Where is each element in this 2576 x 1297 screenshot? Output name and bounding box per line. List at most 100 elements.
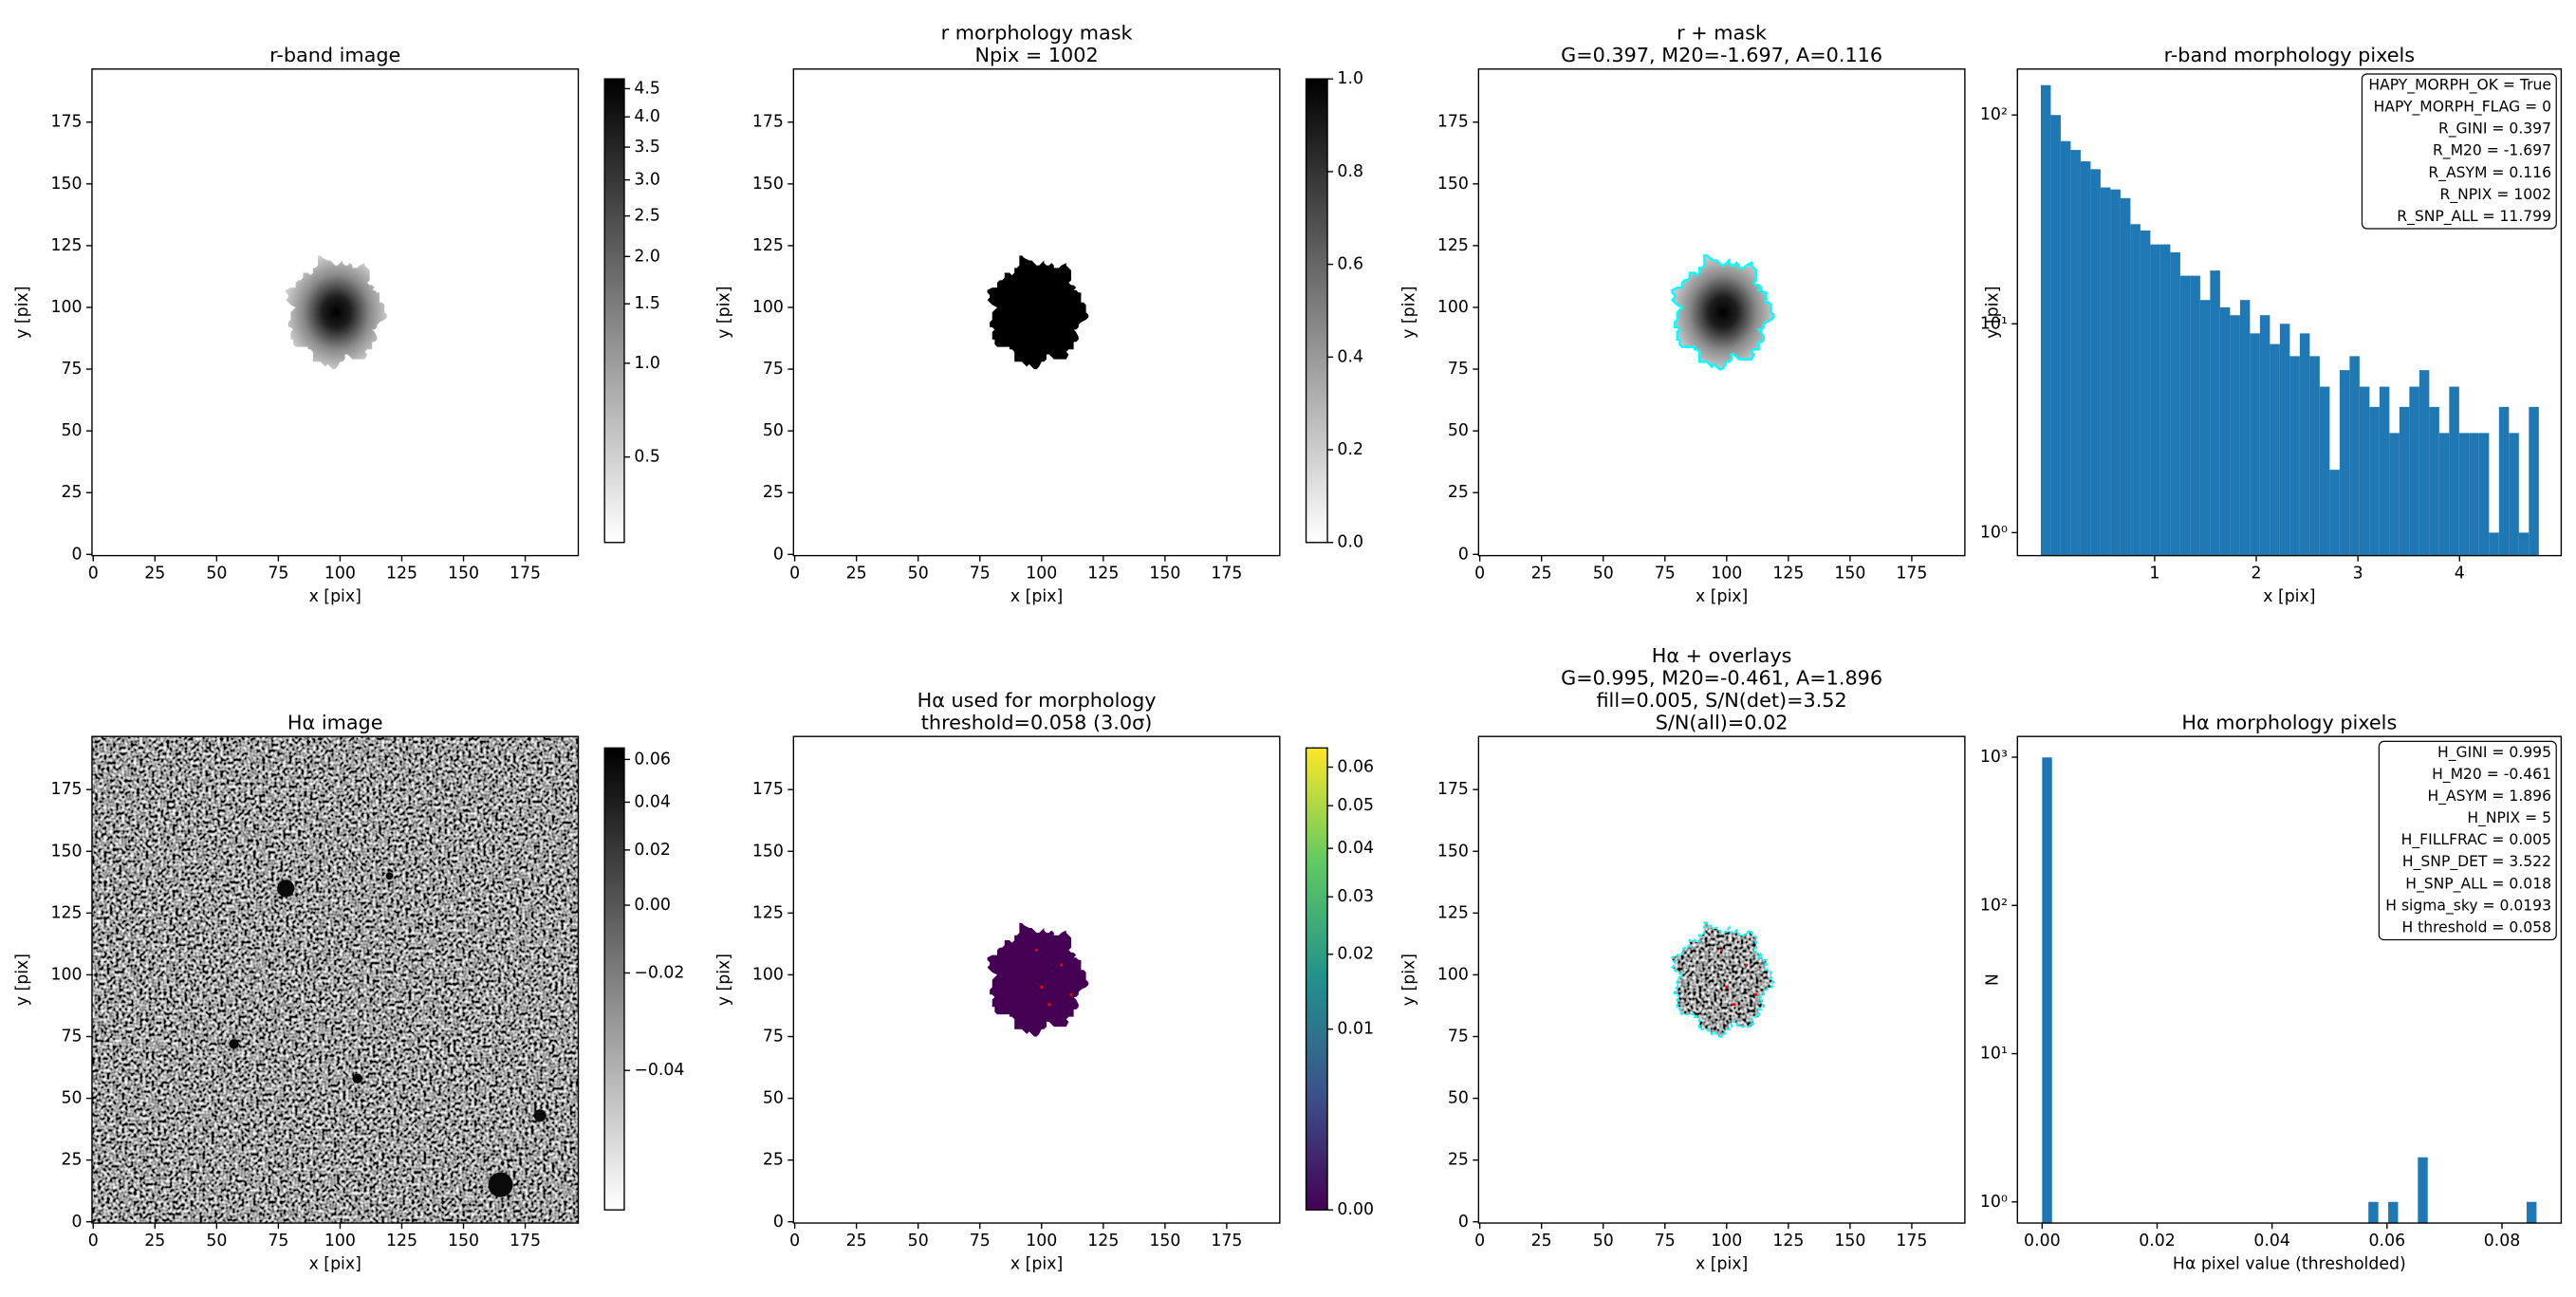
y-tick-label: 10² [1980, 896, 2008, 915]
y-tick-label: 150 [51, 842, 83, 861]
x-tick-label: 3 [2353, 565, 2363, 584]
bar [2429, 406, 2439, 556]
y-axis-label: y [pix] [715, 954, 734, 1006]
colorbar-tick-label: 3.5 [634, 138, 660, 157]
axes-frame [91, 735, 580, 1224]
panel: 0 25 50 75 100 125 150 175 0 25 50 75 100 125 150 175 x … [1400, 22, 1966, 606]
bar [2369, 406, 2380, 556]
x-tick-label: 175 [510, 1232, 541, 1251]
y-axis-label: N [1983, 973, 2002, 986]
annotation-box [2378, 740, 2557, 941]
bar [2399, 406, 2410, 556]
bar [2120, 197, 2131, 556]
x-tick-label: 100 [324, 565, 356, 584]
bar [2150, 244, 2160, 556]
x-tick-label: 150 [448, 565, 479, 584]
y-tick-label: 0 [72, 1213, 83, 1232]
colorbar-tick-label: 0.04 [1337, 839, 1374, 858]
detected-pixel [1069, 992, 1073, 996]
x-tick-label: 50 [206, 565, 227, 584]
colorbar-tick-label: 0.5 [634, 448, 660, 467]
plot-area [987, 255, 1089, 370]
x-tick-label: 50 [908, 565, 929, 584]
colorbar-tick-label: 4.5 [634, 79, 660, 98]
x-axis-label: x [pix] [309, 587, 361, 606]
y-tick-label: 25 [1448, 1151, 1469, 1170]
y-tick-label: 25 [62, 1151, 83, 1170]
annotation-line: H threshold = 0.058 [2401, 918, 2551, 936]
colorbar-tick-label: 0.02 [1337, 945, 1374, 964]
y-tick-label: 125 [1437, 236, 1469, 255]
y-tick-label: 175 [51, 780, 83, 799]
x-tick-label: 125 [1772, 1232, 1804, 1251]
annotation-line: H_ASYM = 1.896 [2427, 787, 2551, 806]
x-tick-label: 25 [144, 1232, 165, 1251]
detected-pixel [1745, 963, 1749, 967]
x-tick-label: 0.00 [2024, 1232, 2061, 1251]
colorbar-tick-label: 0.00 [1337, 1200, 1374, 1219]
y-tick-label: 100 [51, 298, 83, 317]
bar [2050, 115, 2061, 556]
bar [2130, 224, 2140, 556]
colorbar-tick-label: 0.02 [634, 841, 671, 860]
colorbar-tick-label: 0.00 [634, 896, 671, 915]
x-tick-label: 1 [2149, 565, 2159, 584]
y-tick-label: 150 [752, 175, 784, 194]
y-tick-label: 125 [752, 236, 784, 255]
y-axis-label: y [pix] [1983, 287, 2002, 339]
bar [2070, 150, 2081, 556]
bar [2199, 300, 2211, 556]
annotation-line: H_M20 = -0.461 [2432, 766, 2551, 784]
panel-title: r-band morphology pixels [2164, 44, 2415, 66]
x-tick-label: 75 [1655, 565, 1676, 584]
panel: 0 25 50 75 100 125 150 175 0 25 50 75 100 125 150 175 x … [13, 711, 684, 1273]
panel-title: r + mask [1677, 22, 1767, 45]
y-tick-label: 125 [1437, 903, 1469, 922]
panel-title: G=0.995, M20=-0.461, A=1.896 [1561, 667, 1882, 690]
axes-frame [91, 68, 580, 557]
x-tick-label: 0.02 [2139, 1232, 2176, 1251]
image-source [533, 1109, 547, 1122]
colorbar-tick-label: −0.04 [634, 1061, 684, 1080]
x-tick-label: 0.08 [2484, 1232, 2521, 1251]
y-tick-label: 25 [763, 1151, 784, 1170]
image [91, 736, 579, 1224]
y-tick-label: 100 [51, 965, 83, 984]
detected-pixel [1040, 986, 1044, 989]
x-tick-label: 150 [1149, 565, 1180, 584]
x-tick-label: 75 [268, 565, 288, 584]
annotation-line: R_GINI = 0.397 [2438, 120, 2551, 139]
colorbar-tick-label: 0.01 [1337, 1020, 1374, 1039]
mask-contour [1670, 921, 1775, 1038]
x-axis-label: x [pix] [1010, 587, 1063, 606]
bar [2339, 370, 2350, 556]
bar [2239, 300, 2251, 556]
plot-area [987, 922, 1089, 1037]
plot-area [2042, 757, 2537, 1224]
x-tick-label: 50 [206, 1232, 227, 1251]
x-tick-label: 50 [908, 1232, 929, 1251]
annotation-line: R_ASYM = 0.116 [2428, 164, 2551, 182]
y-tick-label: 150 [1437, 175, 1469, 194]
colorbar-tick-label: 0.2 [1337, 440, 1363, 459]
colorbar-tick-label: −0.02 [634, 963, 684, 982]
bar [2509, 433, 2519, 556]
detected-pixel [1720, 949, 1723, 952]
colorbar-tick-label: 3.0 [634, 171, 660, 190]
x-tick-label: 100 [1026, 1232, 1057, 1251]
bar [2159, 244, 2171, 556]
panel: 0.00 0.02 0.04 0.06 0.08 10⁰ 10¹ 10² 10³ Hα pixel… [1980, 711, 2563, 1273]
mask-contour [1670, 254, 1775, 371]
x-tick-label: 100 [1711, 565, 1742, 584]
annotation-line: H_GINI = 0.995 [2437, 744, 2551, 762]
y-tick-label: 0 [1458, 545, 1469, 564]
x-tick-label: 175 [510, 565, 541, 584]
axes-frame [1477, 68, 1966, 557]
detected-pixel [1047, 1003, 1050, 1007]
y-axis-label: y [pix] [13, 287, 32, 339]
x-tick-label: 125 [386, 1232, 417, 1251]
y-axis-label: y [pix] [13, 954, 32, 1006]
bar [2299, 333, 2310, 556]
y-tick-label: 50 [62, 1089, 83, 1108]
y-tick-label: 100 [1437, 298, 1469, 317]
